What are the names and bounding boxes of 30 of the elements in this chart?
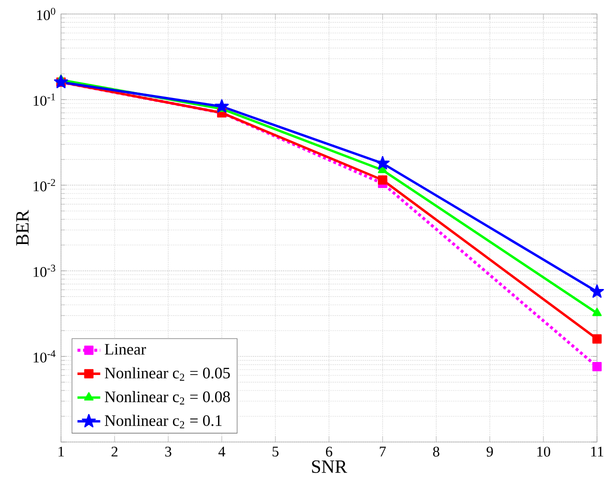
- y-tick-label: 10$^{-4}$: [34, 350, 56, 363]
- legend-label: Linear: [104, 344, 146, 355]
- y-tick-label: 10$^{0}$: [37, 8, 56, 20]
- point: [592, 362, 602, 372]
- point: [54, 74, 68, 88]
- point: [590, 284, 604, 298]
- x-tick-label: 11: [591, 446, 604, 456]
- x-tick-label: 1: [58, 446, 64, 456]
- x-tick-label: 3: [165, 446, 172, 457]
- y-tick-label: 10$^{-2}$: [34, 179, 56, 192]
- x-tick-label: 5: [272, 446, 278, 456]
- x-tick-label: 6: [326, 446, 332, 457]
- legend-label: Nonlinear c$_{2}$ = 0.1: [104, 414, 222, 428]
- point: [592, 334, 602, 344]
- y-tick-label: 10$^{-3}$: [34, 264, 56, 277]
- legend-label: Nonlinear c$_{2}$ = 0.05: [104, 367, 230, 381]
- point: [592, 308, 602, 316]
- y-axis-title: BER: [16, 210, 29, 246]
- point: [214, 99, 229, 113]
- point: [378, 175, 388, 185]
- x-axis-title: SNR: [312, 460, 348, 473]
- x-tick-label: 9: [486, 446, 493, 457]
- x-tick-label: 2: [112, 446, 118, 456]
- point: [376, 156, 390, 170]
- x-tick-label: 4: [218, 446, 226, 456]
- x-tick-label: 8: [433, 446, 440, 457]
- x-tick-label: 10: [537, 446, 550, 457]
- x-tick-label: 7: [380, 446, 386, 456]
- y-tick-label: 10$^{-1}$: [34, 93, 56, 106]
- legend-label: Nonlinear c$_{2}$ = 0.08: [104, 390, 230, 404]
